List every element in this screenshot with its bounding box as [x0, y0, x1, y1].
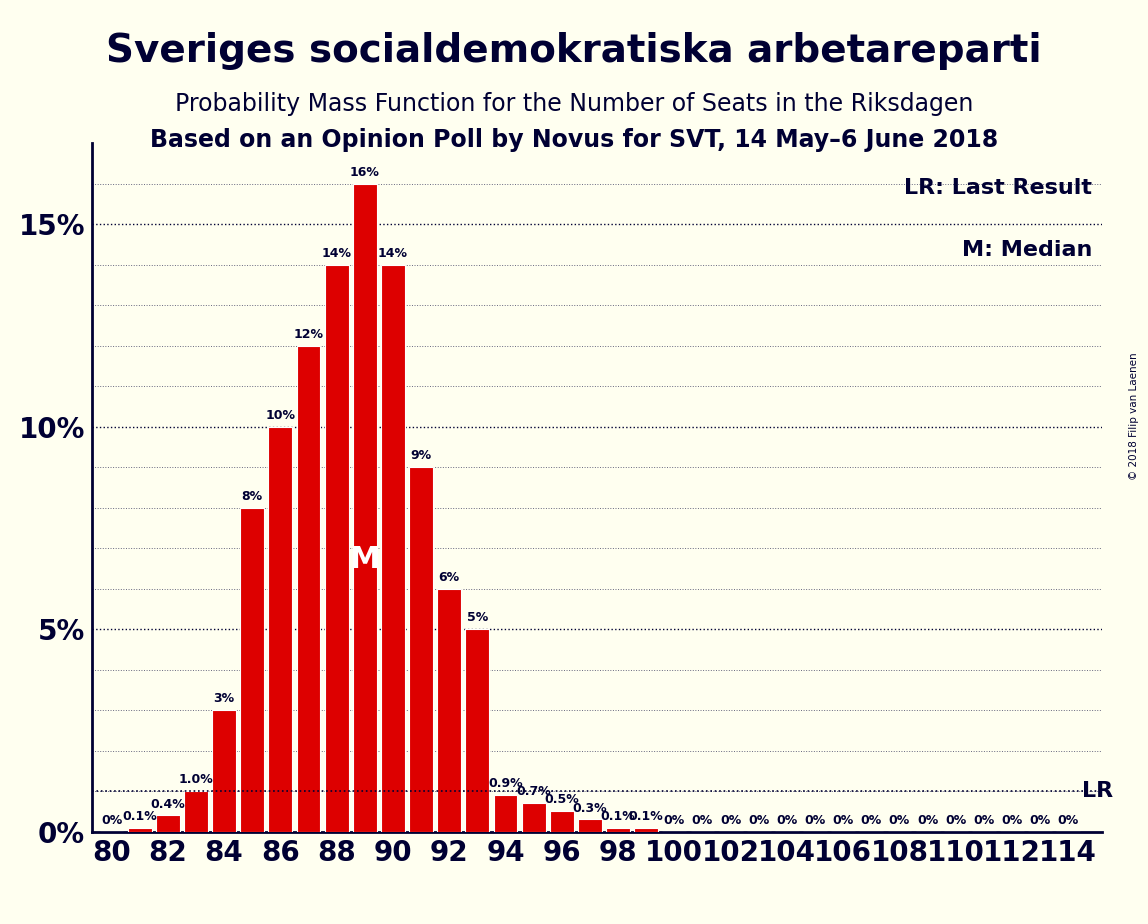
Bar: [550, 811, 574, 832]
Text: 0.9%: 0.9%: [488, 777, 522, 790]
Bar: [634, 828, 658, 832]
Text: 0.5%: 0.5%: [544, 794, 579, 807]
Text: 3%: 3%: [214, 692, 234, 705]
Text: 0%: 0%: [974, 814, 994, 827]
Text: LR: Last Result: LR: Last Result: [903, 177, 1092, 198]
Bar: [184, 791, 208, 832]
Text: M: Median: M: Median: [962, 239, 1092, 260]
Text: 0%: 0%: [776, 814, 798, 827]
Text: 8%: 8%: [242, 490, 263, 503]
Text: 0.1%: 0.1%: [600, 809, 636, 822]
Text: 0%: 0%: [805, 814, 825, 827]
Text: 0%: 0%: [1030, 814, 1050, 827]
Bar: [127, 828, 152, 832]
Bar: [381, 264, 405, 832]
Text: 0%: 0%: [101, 814, 122, 827]
Text: 0%: 0%: [692, 814, 713, 827]
Bar: [606, 828, 630, 832]
Text: © 2018 Filip van Laenen: © 2018 Filip van Laenen: [1128, 352, 1139, 480]
Text: 14%: 14%: [378, 247, 408, 260]
Text: 9%: 9%: [411, 449, 432, 462]
Text: Probability Mass Function for the Number of Seats in the Riksdagen: Probability Mass Function for the Number…: [174, 92, 974, 116]
Bar: [409, 468, 433, 832]
Bar: [212, 711, 236, 832]
Text: M: M: [350, 545, 380, 574]
Text: 0.1%: 0.1%: [123, 809, 157, 822]
Text: 0.7%: 0.7%: [517, 785, 551, 798]
Text: 10%: 10%: [265, 408, 295, 422]
Text: 6%: 6%: [439, 571, 460, 584]
Text: 1.0%: 1.0%: [179, 773, 214, 786]
Text: 12%: 12%: [294, 328, 324, 341]
Text: 14%: 14%: [321, 247, 351, 260]
Text: 0%: 0%: [664, 814, 685, 827]
Bar: [156, 815, 180, 832]
Bar: [521, 803, 545, 832]
Text: 0%: 0%: [832, 814, 854, 827]
Bar: [296, 346, 320, 832]
Text: 0%: 0%: [917, 814, 938, 827]
Bar: [437, 589, 461, 832]
Text: Sveriges socialdemokratiska arbetareparti: Sveriges socialdemokratiska arbetarepart…: [106, 32, 1042, 70]
Text: 0.3%: 0.3%: [573, 802, 607, 815]
Text: 0%: 0%: [1001, 814, 1023, 827]
Text: Based on an Opinion Poll by Novus for SVT, 14 May–6 June 2018: Based on an Opinion Poll by Novus for SV…: [150, 128, 998, 152]
Text: 0%: 0%: [720, 814, 742, 827]
Text: 0.4%: 0.4%: [150, 797, 185, 810]
Text: 0%: 0%: [945, 814, 967, 827]
Bar: [494, 796, 518, 832]
Text: 0%: 0%: [861, 814, 882, 827]
Bar: [577, 820, 602, 832]
Bar: [352, 184, 377, 832]
Bar: [465, 629, 489, 832]
Text: 5%: 5%: [467, 612, 488, 625]
Bar: [240, 507, 264, 832]
Bar: [325, 264, 349, 832]
Text: 0%: 0%: [748, 814, 769, 827]
Text: LR: LR: [1083, 781, 1114, 801]
Text: 0%: 0%: [889, 814, 910, 827]
Bar: [269, 427, 293, 832]
Text: 0%: 0%: [1057, 814, 1079, 827]
Text: 0.1%: 0.1%: [629, 809, 664, 822]
Text: 16%: 16%: [350, 165, 380, 179]
